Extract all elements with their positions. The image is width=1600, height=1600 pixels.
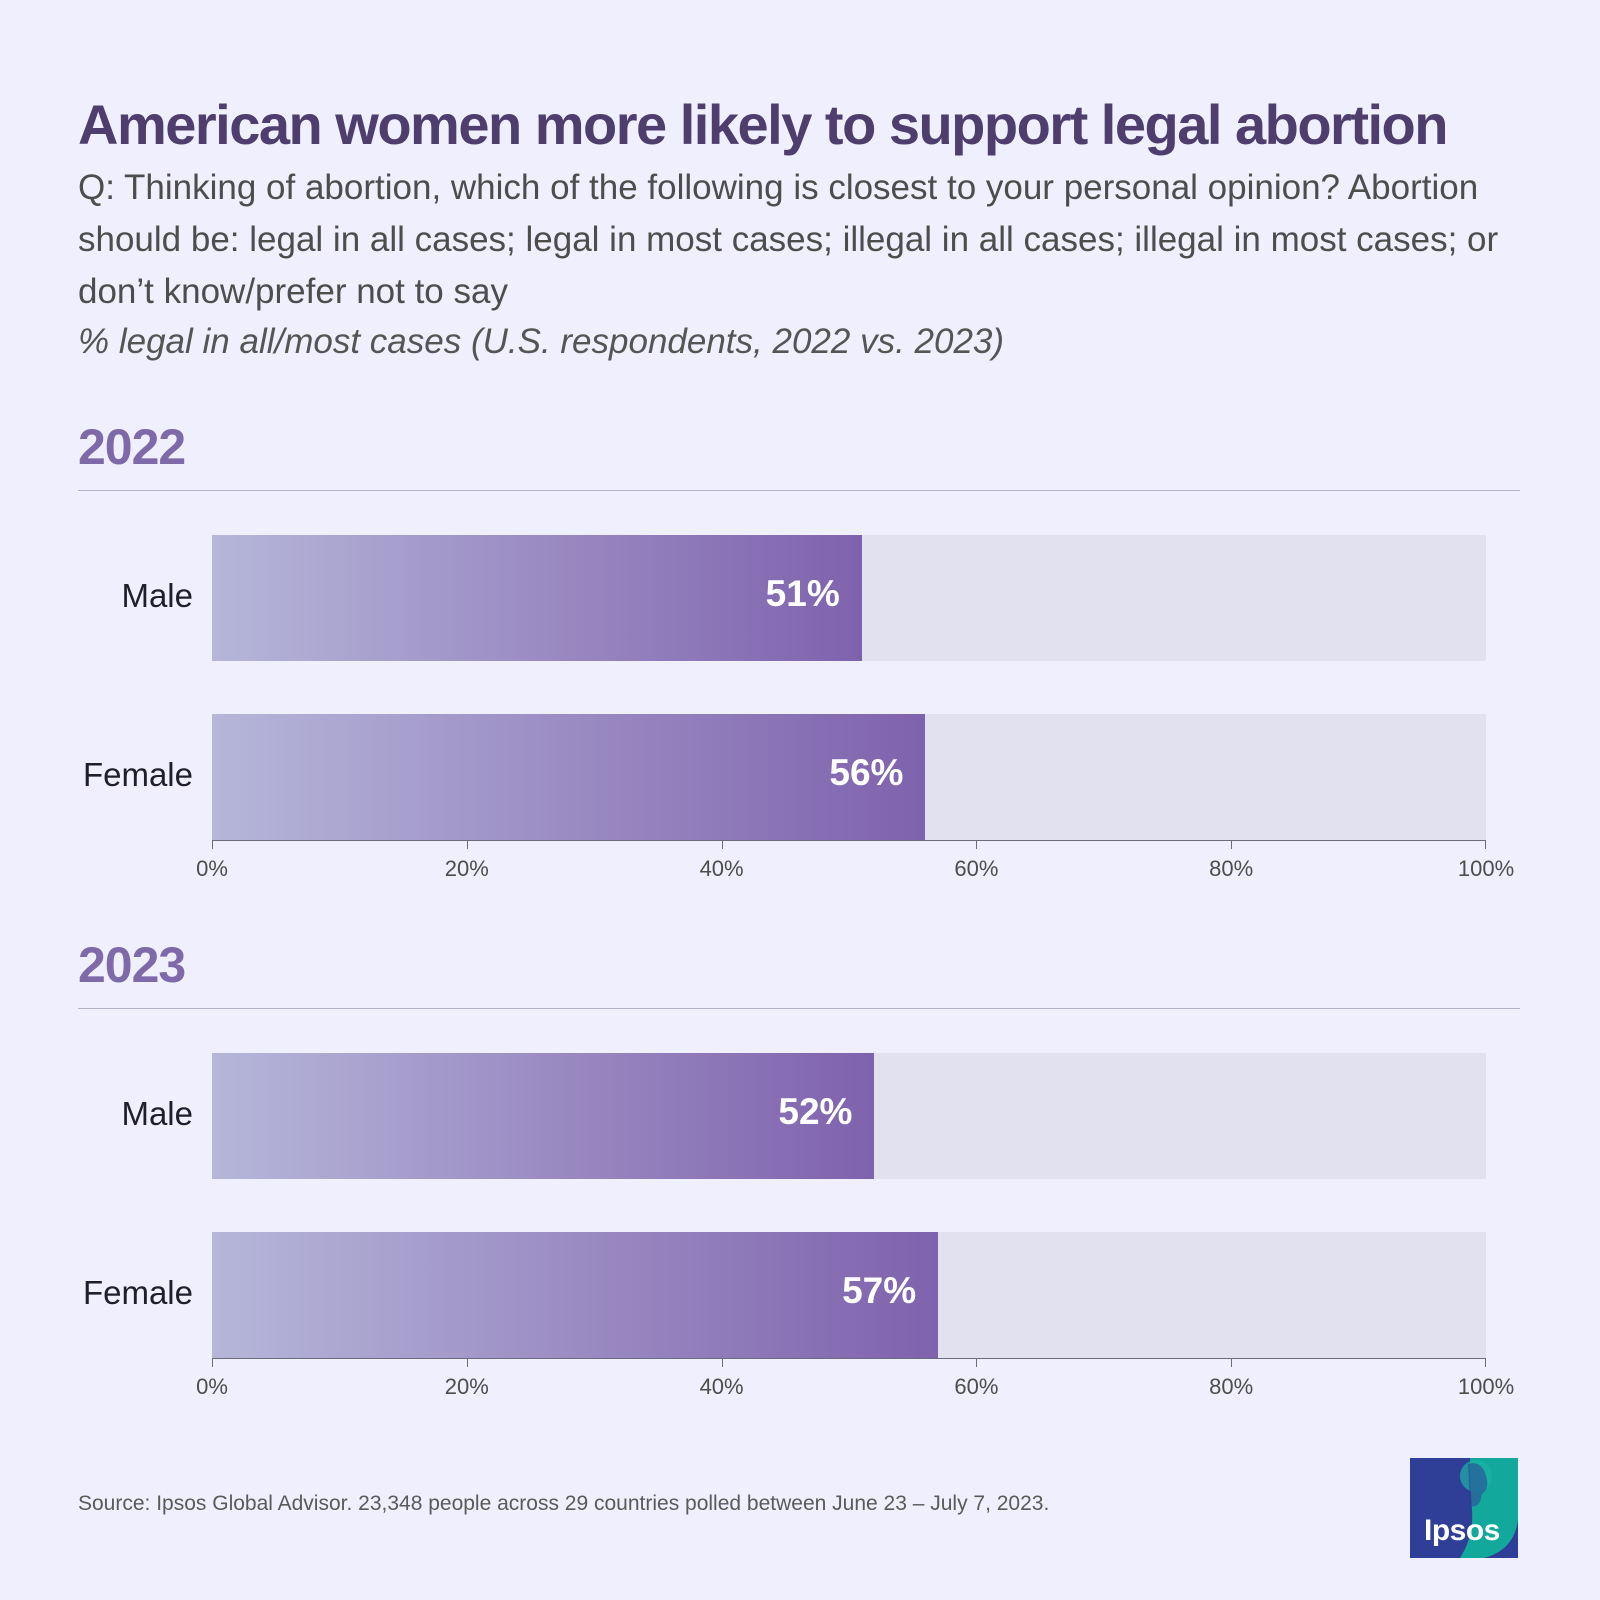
bar-value-label: 57% [842, 1270, 917, 1311]
bar-value-label: 51% [765, 573, 840, 614]
x-tick [466, 840, 468, 849]
category-label: Male [121, 577, 193, 614]
bar-female: 56% [212, 714, 926, 840]
x-tick-label: 20% [444, 856, 489, 881]
bar-track: 51% [212, 535, 1486, 661]
chart-subtitle: % legal in all/most cases (U.S. responde… [78, 322, 1005, 361]
x-tick [1231, 1358, 1233, 1367]
year-heading-0: 2022 [78, 419, 186, 475]
x-tick-label: 60% [954, 1374, 999, 1399]
x-tick [466, 1358, 468, 1367]
bar-male: 52% [212, 1053, 875, 1179]
x-tick-label: 0% [196, 1374, 228, 1399]
bar-male: 51% [212, 535, 862, 661]
ipsos-logo-icon [1410, 1458, 1518, 1558]
x-tick-label: 40% [699, 856, 744, 881]
section-divider [78, 1008, 1520, 1009]
x-tick-label: 20% [444, 1374, 489, 1399]
x-tick-label: 40% [699, 1374, 744, 1399]
x-tick-label: 0% [196, 856, 228, 881]
x-tick-label: 80% [1209, 1374, 1254, 1399]
x-tick-label: 100% [1457, 856, 1515, 881]
source-note: Source: Ipsos Global Advisor. 23,348 peo… [78, 1492, 1050, 1515]
x-tick [976, 840, 978, 849]
x-tick-label: 80% [1209, 856, 1254, 881]
bar-track: 57% [212, 1232, 1486, 1358]
bar-track: 56% [212, 714, 1486, 840]
x-tick [1485, 840, 1486, 849]
x-tick [976, 1358, 978, 1367]
bar-value-label: 52% [778, 1091, 853, 1132]
chart-title: American women more likely to support le… [78, 93, 1448, 156]
bar-track: 52% [212, 1053, 1486, 1179]
x-tick [1231, 840, 1233, 849]
category-label: Female [82, 1274, 193, 1311]
category-label: Male [121, 1095, 193, 1132]
logo-text: Ipsos [1424, 1514, 1500, 1547]
x-tick [1485, 1358, 1486, 1367]
x-tick [721, 840, 723, 849]
year-heading-1: 2023 [78, 937, 186, 993]
x-tick [212, 840, 213, 849]
section-divider [78, 490, 1520, 491]
bar-female: 57% [212, 1232, 939, 1358]
survey-question: Q: Thinking of abortion, which of the fo… [78, 168, 1499, 311]
ipsos-logo: Ipsos [1410, 1458, 1518, 1558]
x-tick-label: 60% [954, 856, 999, 881]
category-label: Female [82, 756, 193, 793]
bar-value-label: 56% [829, 752, 904, 793]
x-tick [721, 1358, 723, 1367]
x-tick [212, 1358, 213, 1367]
x-axis-line [212, 840, 1486, 841]
x-tick-label: 100% [1457, 1374, 1515, 1399]
x-axis-line [212, 1358, 1486, 1359]
